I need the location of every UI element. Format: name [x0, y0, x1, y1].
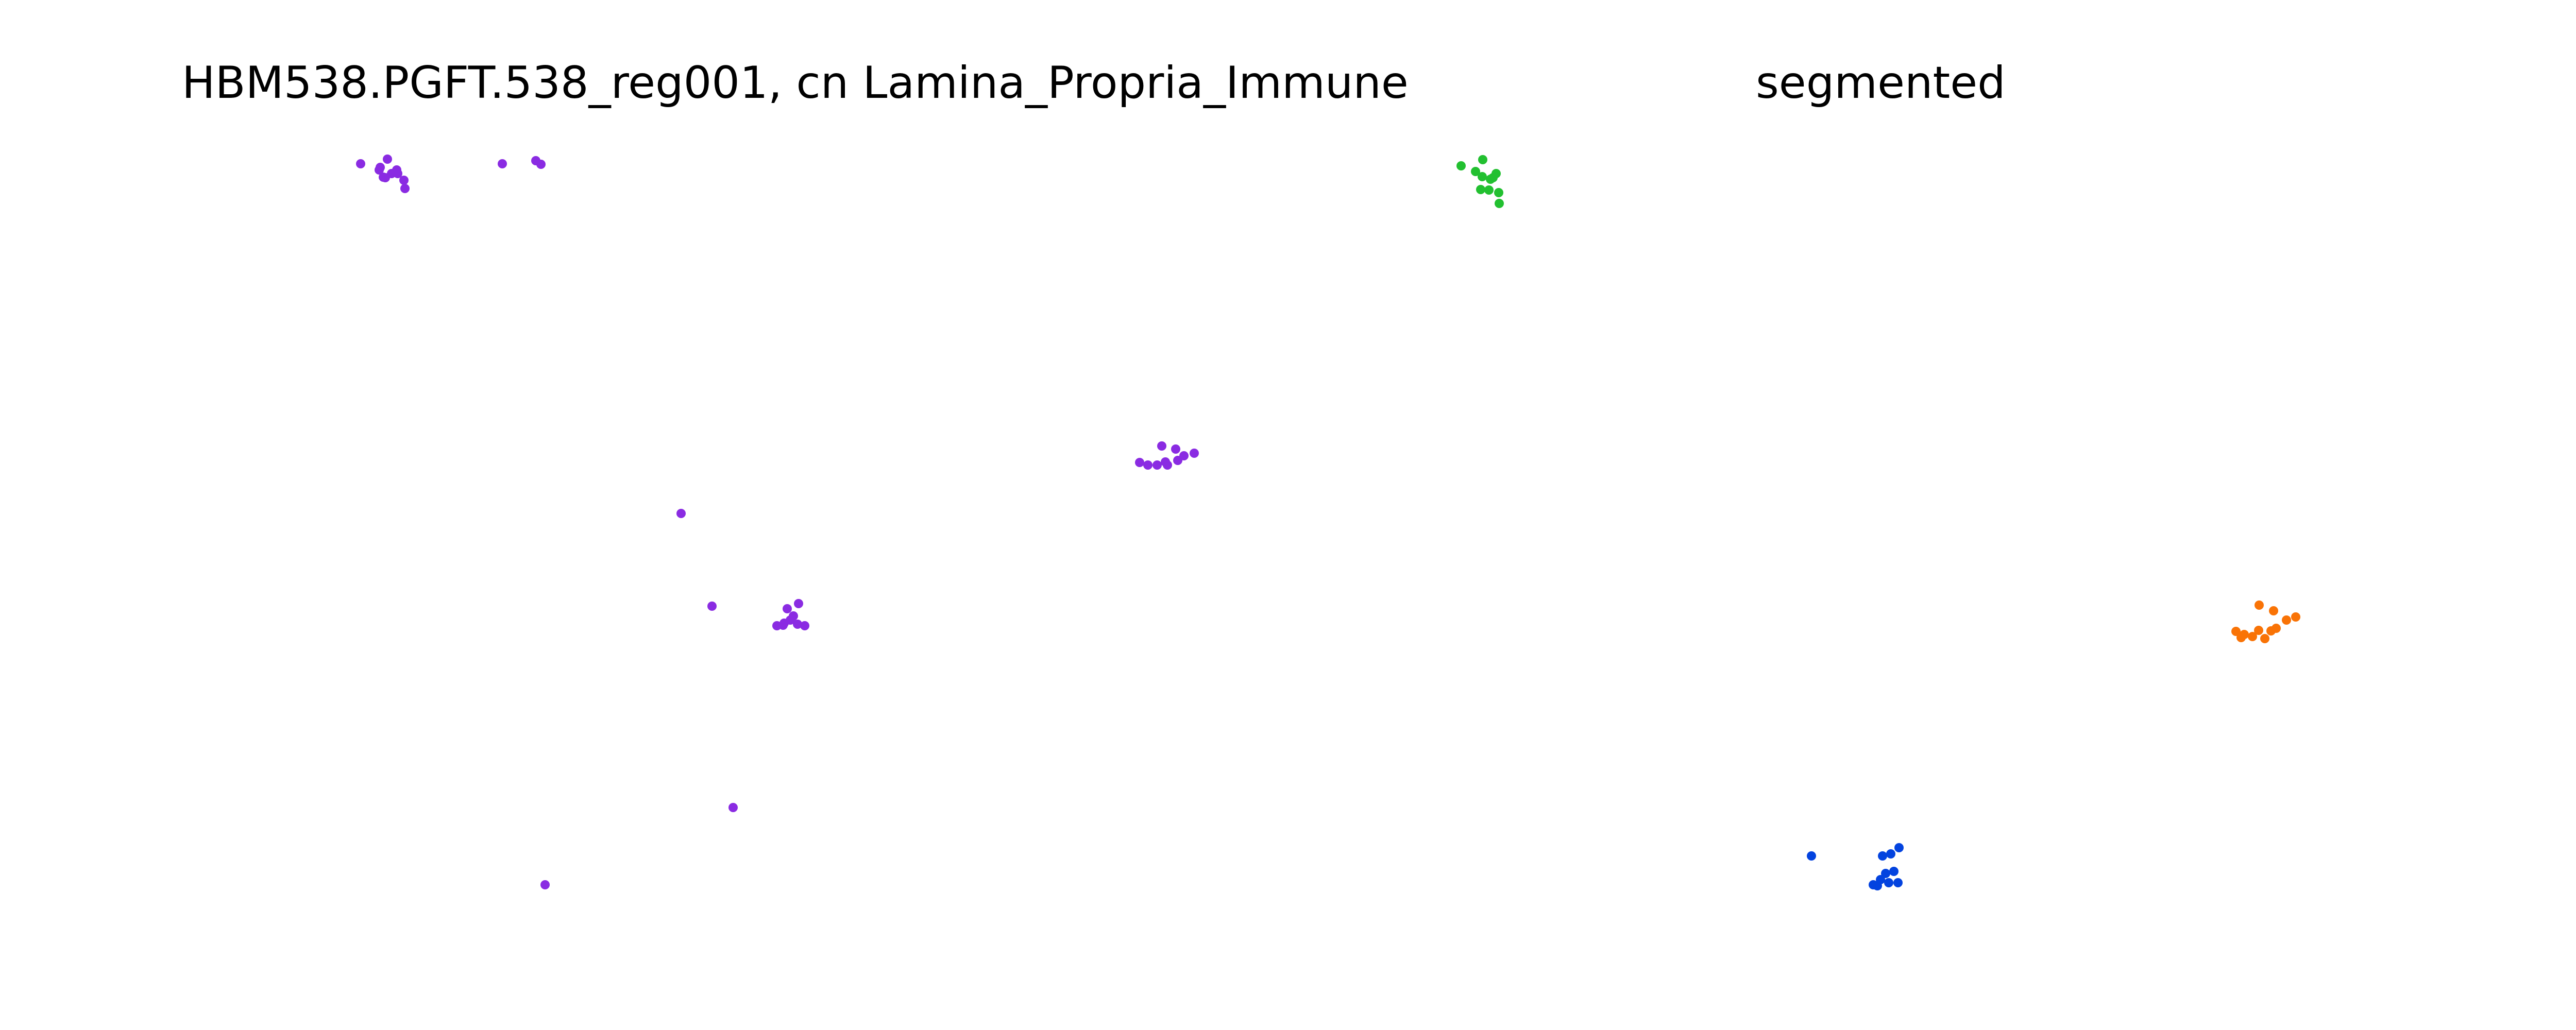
- scatter-point: [498, 159, 507, 168]
- scatter-point: [793, 620, 802, 629]
- scatter-point: [1886, 849, 1895, 859]
- scatter-point: [2260, 634, 2269, 643]
- scatter-point: [1873, 881, 1882, 890]
- scatter-point: [1884, 878, 1893, 887]
- scatter-point: [1495, 199, 1504, 208]
- scatter-point: [676, 509, 686, 518]
- scatter-point: [1157, 441, 1166, 451]
- scatter-point: [540, 880, 550, 889]
- scatter-point: [1881, 869, 1890, 878]
- scatter-point: [1190, 449, 1199, 458]
- scatter-point: [536, 160, 546, 169]
- scatter-point: [375, 165, 384, 175]
- scatter-point: [1807, 851, 1816, 861]
- scatter-point: [2254, 626, 2263, 635]
- scatter-point: [393, 169, 402, 178]
- scatter-point: [1494, 188, 1503, 197]
- scatter-point: [1484, 185, 1494, 195]
- scatter-point: [2236, 633, 2246, 642]
- scatter-point: [1163, 460, 1172, 470]
- scatter-point: [707, 602, 717, 611]
- left-panel-title: HBM538.PGFT.538_reg001, cn Lamina_Propri…: [182, 57, 1409, 109]
- scatter-point: [794, 599, 803, 608]
- scatter-point: [383, 154, 392, 164]
- scatter-point: [1171, 444, 1180, 454]
- scatter-point: [728, 803, 738, 812]
- left-panel-points: [356, 154, 1199, 889]
- scatter-point: [1143, 460, 1153, 470]
- scatter-point: [1478, 155, 1487, 164]
- scatter-point: [1894, 843, 1904, 852]
- scatter-point: [1488, 173, 1498, 182]
- scatter-point: [356, 159, 365, 168]
- scatter-point: [400, 184, 410, 193]
- scatter-point: [2248, 632, 2257, 641]
- scatter-point: [399, 176, 409, 185]
- right-panel-title: segmented: [1756, 57, 2006, 109]
- scatter-point: [1878, 851, 1887, 861]
- scatter-point: [1889, 867, 1899, 876]
- scatter-point: [1135, 458, 1144, 467]
- right-panel-points: [1456, 155, 2300, 890]
- scatter-point: [381, 173, 390, 182]
- scatter-point: [789, 611, 798, 621]
- scatter-point: [2266, 626, 2276, 636]
- scatter-point: [1476, 185, 1485, 194]
- scatter-point: [1179, 451, 1189, 460]
- scatter-point: [1471, 167, 1480, 176]
- scatter-point: [2231, 627, 2241, 636]
- scatter-point: [1153, 460, 1162, 470]
- scatter-point: [783, 604, 792, 613]
- scatter-point: [800, 621, 809, 630]
- scatter-point: [778, 621, 788, 630]
- scatter-point: [2282, 615, 2291, 625]
- scatter-point: [2255, 600, 2264, 610]
- scatter-point: [2269, 606, 2278, 615]
- scatter-point: [1893, 878, 1903, 887]
- scatter-point: [1478, 172, 1487, 181]
- scatter-point: [2291, 612, 2300, 622]
- scatter-point: [1456, 161, 1466, 170]
